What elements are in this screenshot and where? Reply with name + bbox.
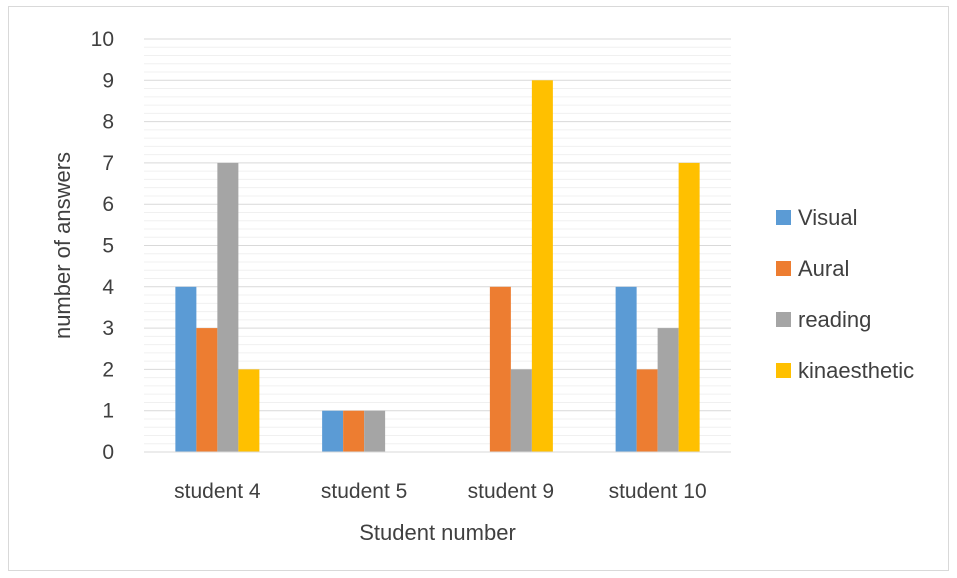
y-tick-label: 0 — [102, 441, 114, 464]
bar-aural-student-10 — [636, 369, 658, 452]
legend-label-aural: Aural — [798, 256, 849, 281]
legend-label-visual: Visual — [798, 205, 858, 230]
y-tick-label: 1 — [102, 400, 114, 423]
legend-swatch-visual — [776, 210, 791, 225]
y-tick-label: 7 — [102, 152, 114, 175]
x-tick-label: student 4 — [174, 480, 261, 503]
x-tick-label: student 10 — [609, 480, 707, 503]
y-tick-label: 8 — [102, 111, 114, 134]
y-tick-label: 10 — [91, 28, 114, 51]
x-axis-title: Student number — [359, 520, 516, 545]
bar-aural-student-5 — [343, 410, 365, 452]
legend-swatch-reading — [776, 312, 791, 327]
y-tick-label: 4 — [102, 276, 114, 299]
chart-frame — [8, 6, 949, 571]
bar-reading-student-4 — [217, 162, 239, 452]
legend-swatch-aural — [776, 261, 791, 276]
bar-visual-student-4 — [175, 286, 197, 452]
bar-visual-student-10 — [615, 286, 637, 452]
bars — [175, 80, 700, 453]
bar-reading-student-10 — [657, 328, 679, 452]
y-axis-ticks: 0 1 2 3 4 5 6 7 8 9 10 — [91, 28, 115, 464]
y-tick-label: 5 — [102, 235, 114, 258]
y-axis-title: number of answers — [50, 152, 75, 339]
y-tick-label: 3 — [102, 317, 114, 340]
y-tick-label: 2 — [102, 358, 114, 381]
legend-swatch-kinaesthetic — [776, 363, 791, 378]
x-tick-label: student 5 — [321, 480, 407, 503]
bar-kinaesthetic-student-9 — [531, 80, 553, 453]
bar-kinaesthetic-student-10 — [678, 162, 700, 452]
legend: Visual Aural reading kinaesthetic — [776, 205, 914, 383]
x-axis-ticks: student 4 student 5 student 9 student 10 — [174, 480, 707, 503]
y-tick-label: 9 — [102, 69, 114, 92]
bar-aural-student-9 — [489, 286, 511, 452]
bar-reading-student-9 — [510, 369, 532, 452]
x-tick-label: student 9 — [468, 480, 554, 503]
bar-reading-student-5 — [364, 410, 386, 452]
bar-visual-student-5 — [322, 410, 344, 452]
bar-kinaesthetic-student-4 — [238, 369, 260, 452]
y-tick-label: 6 — [102, 193, 114, 216]
legend-label-reading: reading — [798, 307, 871, 332]
bar-aural-student-4 — [196, 328, 218, 452]
legend-label-kinaesthetic: kinaesthetic — [798, 358, 914, 383]
